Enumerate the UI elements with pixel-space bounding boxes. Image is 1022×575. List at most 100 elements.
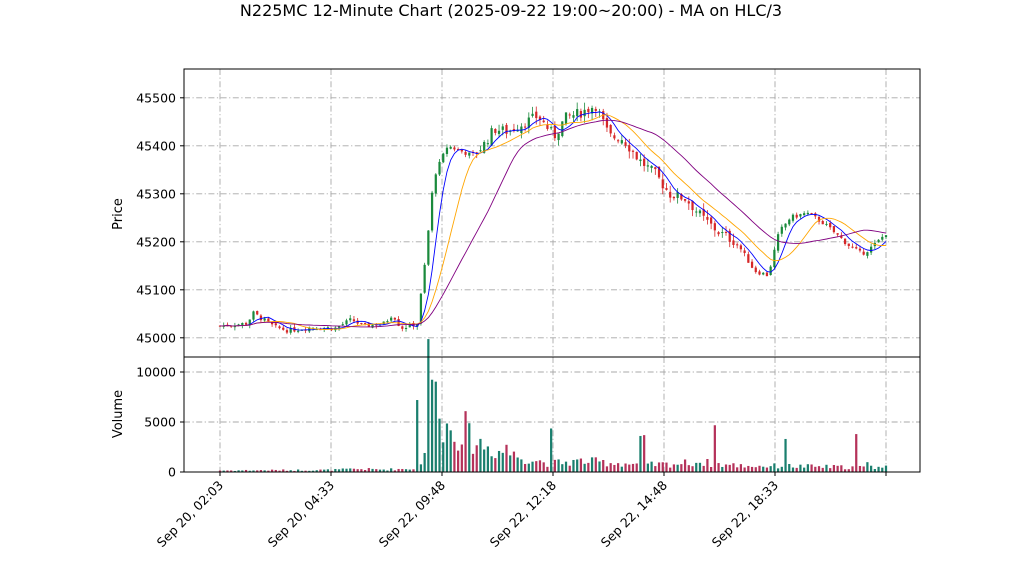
volume-bar — [501, 452, 504, 472]
volume-bar — [598, 461, 601, 472]
volume-bar — [851, 466, 854, 472]
volume-tick-label: 10000 — [136, 365, 176, 380]
candle-body — [490, 128, 493, 146]
volume-bars — [218, 339, 888, 472]
volume-bar — [546, 466, 549, 472]
volume-bar — [226, 470, 229, 472]
volume-bar — [631, 463, 635, 472]
candle-body — [631, 150, 635, 152]
candle-body — [259, 315, 263, 321]
candle-body — [561, 121, 564, 137]
candle-body — [218, 325, 222, 327]
candle-body — [360, 323, 363, 325]
candle-body — [717, 232, 720, 235]
candle-body — [583, 109, 586, 117]
volume-bar — [237, 470, 240, 472]
candle-body — [710, 217, 713, 224]
candle-body — [784, 223, 787, 228]
candle-body — [765, 272, 769, 277]
candle-body — [326, 327, 330, 329]
volume-bar — [550, 428, 553, 472]
volume-bar — [483, 449, 486, 472]
price-panel-frame — [183, 68, 921, 358]
volume-bar — [620, 466, 623, 472]
candle-body — [345, 320, 348, 325]
candle-body — [557, 133, 560, 141]
volume-bar — [289, 470, 292, 472]
candle-body — [799, 214, 802, 217]
volume-bar — [698, 462, 702, 472]
candle-body — [628, 145, 631, 152]
candle-body — [241, 323, 244, 325]
volume-bar — [259, 470, 263, 472]
candle-body — [237, 324, 240, 326]
candle-body — [758, 271, 761, 275]
volume-bar — [695, 462, 698, 472]
candle-body — [349, 318, 352, 321]
volume-bar — [371, 468, 374, 472]
volume-bar — [438, 418, 441, 472]
candle-body — [616, 140, 620, 142]
volume-bar — [404, 469, 408, 472]
candle-body — [256, 311, 259, 315]
candle-body — [527, 117, 530, 128]
candle-body — [654, 167, 657, 170]
candle-body — [501, 126, 504, 130]
volume-bar — [337, 469, 341, 472]
price-tick-label: 45000 — [136, 330, 176, 345]
candle-body — [304, 329, 307, 331]
candle-body — [881, 236, 884, 240]
volume-bar — [523, 463, 527, 472]
candle-body — [248, 319, 251, 326]
volume-bar — [419, 464, 423, 472]
candle-body — [754, 267, 757, 273]
volume-bar — [505, 444, 508, 472]
candle-body — [419, 293, 423, 324]
candle-body — [263, 318, 266, 321]
candle-body — [776, 234, 780, 251]
candle-body — [657, 166, 661, 178]
candle-body — [516, 130, 519, 132]
candle-body — [747, 254, 750, 263]
candle-body — [669, 191, 672, 198]
candle-body — [780, 226, 783, 234]
volume-bar — [542, 462, 545, 472]
candle-body — [788, 219, 791, 225]
candle-body — [430, 192, 434, 231]
candle-body — [877, 239, 880, 243]
volume-bar — [531, 461, 534, 472]
volume-bar — [739, 464, 743, 472]
volume-bar — [881, 467, 884, 472]
ma-mid-line — [219, 114, 886, 330]
volume-bar — [814, 466, 817, 472]
volume-bar — [218, 470, 222, 472]
candle-body — [724, 231, 728, 233]
candle-body — [386, 321, 389, 323]
candle-body — [680, 193, 683, 200]
x-tick-label: Sep 22, 18:33 — [709, 478, 781, 550]
x-tick-label: Sep 20, 04:33 — [265, 478, 337, 550]
volume-bar — [274, 469, 277, 472]
candle-body — [884, 235, 888, 238]
volume-bar — [665, 462, 668, 472]
volume-bar — [453, 441, 456, 472]
candle-body — [274, 323, 277, 326]
volume-bar — [311, 470, 315, 472]
volume-bar — [449, 430, 452, 472]
volume-bar — [628, 464, 631, 472]
volume-bar — [847, 469, 850, 472]
volume-bar — [780, 466, 783, 472]
volume-bar — [412, 469, 415, 472]
candle-body — [814, 213, 817, 217]
volume-tick-label: 0 — [168, 465, 176, 480]
volume-axis-label: Volume — [111, 390, 126, 438]
volume-bar — [821, 467, 824, 472]
volume-bar — [721, 466, 724, 472]
price-tick-label: 45100 — [136, 282, 176, 297]
volume-bar — [624, 463, 627, 472]
candle-body — [445, 147, 449, 154]
candle-body — [858, 248, 862, 251]
candle-body — [683, 198, 687, 201]
volume-bar — [408, 469, 411, 472]
candle-body — [553, 126, 556, 139]
